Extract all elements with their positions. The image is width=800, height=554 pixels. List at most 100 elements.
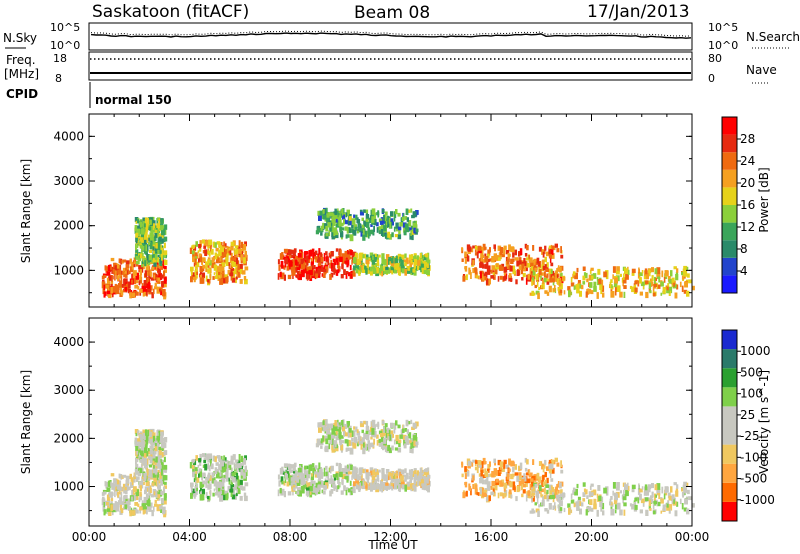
velocity-echo-cell [354,467,358,474]
power-echo-cell [208,239,213,245]
velocity-echo-cell [531,475,536,481]
power-echo-band [529,265,695,300]
velocity-echo-cell [412,484,416,489]
power-echo-cell [119,280,123,286]
power-echo-cell [341,231,344,238]
velocity-echo-cell [388,447,392,454]
velocity-echo-cell [308,467,311,475]
power-echo-cell [361,217,364,221]
power-echo-cell [578,283,582,289]
velocity-echo-cell [401,484,405,490]
power-echo-cell [129,292,132,299]
velocity-echo-cell [124,495,128,499]
power-echo-cell [330,262,333,269]
velocity-echo-cell [414,474,417,479]
power-echo-cell [148,254,153,261]
power-echo-cell [108,292,112,299]
velocity-echo-cell [136,458,139,463]
power-echo-cell [329,262,331,269]
velocity-echo-cell [311,483,314,489]
velocity-echo-cell [374,470,377,476]
velocity-echo-cell [136,509,139,514]
velocity-echo-cell [139,491,142,497]
power-echo-cell [108,275,112,281]
freq-tick-bottom: 8 [55,72,62,85]
power-echo-cell [335,210,339,215]
velocity-echo-cell [116,479,120,485]
velocity-echo-cell [490,491,495,496]
power-echo-cell [163,242,166,249]
velocity-echo-cell [346,421,350,428]
velocity-echo-cell [556,490,559,496]
velocity-echo-cell [349,464,353,471]
power-echo-cell [655,277,657,282]
power-echo-cell [492,270,495,274]
velocity-echo-cell [330,478,333,485]
velocity-echo-cell [410,469,414,474]
velocity-echo-cell [229,488,234,493]
power-echo-cell [686,290,690,297]
velocity-echo-cell [152,451,156,459]
velocity-echo-cell [417,475,421,482]
power-echo-cell [222,252,227,257]
power-echo-cell [481,246,484,254]
power-echo-cell [154,250,158,255]
power-echo-cell [140,233,145,238]
velocity-echo-cell [349,447,354,455]
velocity-echo-cell [287,491,292,496]
power-echo-cell [330,226,333,232]
power-echo-cell [206,250,211,254]
velocity-echo-cell [572,490,575,495]
power-echo-cell [203,243,207,247]
velocity-echo-cell [139,468,143,474]
power-echo-cell [656,283,658,290]
power-echo-cell [156,263,160,269]
power-echo-cell [206,239,209,247]
velocity-echo-cell [290,482,293,487]
velocity-echo-cell [666,502,669,508]
nsearch-label: N.Search [746,30,800,44]
power-echo-cell [612,266,616,273]
power-echo-cell [135,290,138,296]
power-echo-cell [295,256,298,260]
power-echo-cell [338,219,342,227]
velocity-echo-cell [310,473,314,480]
power-echo-cell [505,250,510,255]
power-echo-cell [160,265,163,270]
power-echo-cell [519,248,523,255]
power-echo-cell [537,262,540,267]
power-echo-cell [149,275,152,280]
velocity-echo-cell [292,478,297,483]
power-echo-cell [290,266,293,271]
velocity-echo-cell [660,510,663,514]
velocity-echo-cell [544,459,547,465]
power-echo-cell [417,266,420,271]
power-echo-cell [349,264,352,271]
power-echo-cell [391,232,394,238]
power-echo-cell [219,278,224,285]
velocity-echo-cell [206,478,209,484]
velocity-echo-cell [345,432,350,437]
velocity-echo-cell [325,419,328,425]
power-echo-cell [149,285,153,291]
velocity-echo-cell [194,487,198,492]
velocity-echo-cell [639,509,643,514]
nsky-tick-bottom: 10^0 [50,39,80,52]
power-echo-cell [371,208,376,215]
velocity-y-tick-label: 3000 [53,383,84,397]
velocity-echo-cell [129,510,132,517]
velocity-echo-cell [384,423,388,428]
velocity-echo-cell [376,434,379,439]
power-echo-cell [508,273,512,278]
power-echo-cell [472,259,475,266]
velocity-echo-cell [379,433,384,438]
velocity-echo-cell [194,479,197,486]
velocity-echo-cell [338,422,341,427]
power-echo-cell [224,274,229,278]
power-echo-cell [297,253,302,258]
power-echo-cell [555,277,559,282]
power-echo-cell [423,261,427,268]
power-echo-cell [139,277,143,284]
station-title: Saskatoon (fitACF) [92,2,249,22]
power-echo-cell [339,249,342,256]
